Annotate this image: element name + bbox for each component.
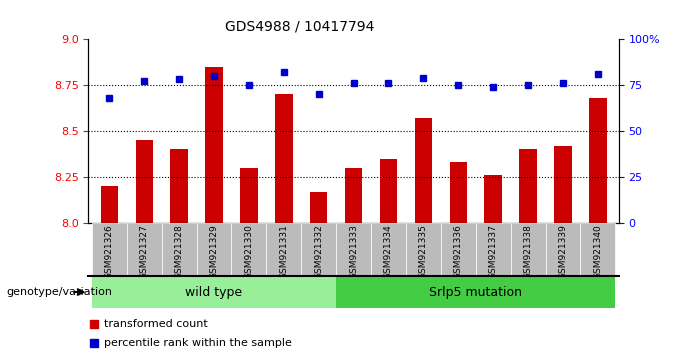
Bar [476, 223, 511, 276]
Bar [336, 276, 615, 308]
Bar [581, 223, 615, 276]
Text: GSM921339: GSM921339 [558, 225, 568, 280]
Text: GSM921329: GSM921329 [209, 225, 218, 279]
Bar [135, 140, 153, 223]
Text: transformed count: transformed count [104, 319, 208, 329]
Bar [92, 276, 336, 308]
Text: percentile rank within the sample: percentile rank within the sample [104, 338, 292, 348]
Bar [554, 146, 572, 223]
Bar [101, 186, 118, 223]
Text: GSM921340: GSM921340 [594, 225, 602, 279]
Bar [171, 149, 188, 223]
Bar [126, 223, 162, 276]
Bar [310, 192, 328, 223]
Bar [511, 223, 545, 276]
Text: GSM921333: GSM921333 [349, 225, 358, 280]
Bar [301, 223, 336, 276]
Bar [336, 223, 371, 276]
Text: wild type: wild type [186, 286, 243, 298]
Text: GSM921337: GSM921337 [489, 225, 498, 280]
Bar [267, 223, 301, 276]
Bar [520, 149, 537, 223]
Text: GSM921330: GSM921330 [244, 225, 254, 280]
Text: GDS4988 / 10417794: GDS4988 / 10417794 [224, 19, 374, 34]
Text: GSM921327: GSM921327 [139, 225, 149, 279]
Bar [92, 223, 126, 276]
Bar [484, 175, 502, 223]
Text: GSM921332: GSM921332 [314, 225, 323, 279]
Bar [406, 223, 441, 276]
Bar [162, 223, 197, 276]
Bar [345, 168, 362, 223]
Text: GSM921331: GSM921331 [279, 225, 288, 280]
Bar [379, 159, 397, 223]
Bar [545, 223, 581, 276]
Text: genotype/variation: genotype/variation [7, 287, 113, 297]
Text: Srlp5 mutation: Srlp5 mutation [429, 286, 522, 298]
Bar [449, 162, 467, 223]
Bar [205, 67, 223, 223]
Text: GSM921338: GSM921338 [524, 225, 532, 280]
Bar [441, 223, 476, 276]
Bar [275, 94, 292, 223]
Text: GSM921335: GSM921335 [419, 225, 428, 280]
Text: GSM921336: GSM921336 [454, 225, 463, 280]
Bar [415, 118, 432, 223]
Bar [240, 168, 258, 223]
Bar [231, 223, 267, 276]
Bar [589, 98, 607, 223]
Text: GSM921334: GSM921334 [384, 225, 393, 279]
Bar [197, 223, 231, 276]
Text: GSM921326: GSM921326 [105, 225, 114, 279]
Bar [371, 223, 406, 276]
Text: GSM921328: GSM921328 [175, 225, 184, 279]
